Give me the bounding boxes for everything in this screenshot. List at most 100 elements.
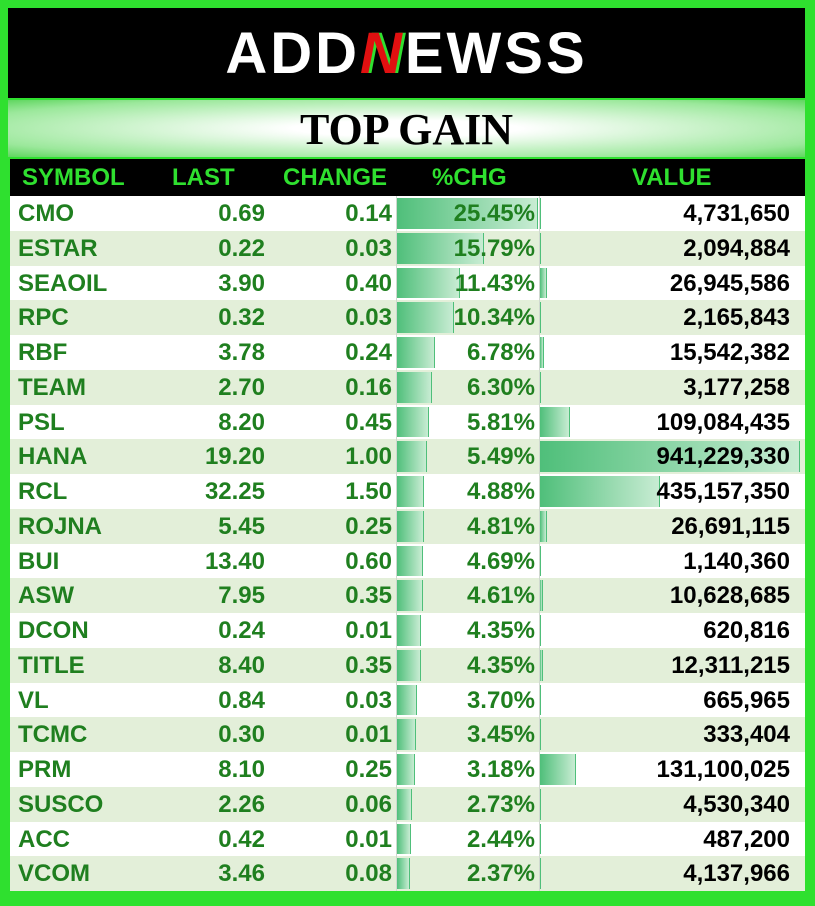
cell: 4,137,966 <box>683 860 790 888</box>
value-bar <box>540 337 545 368</box>
value-bar <box>540 649 544 681</box>
pct-bar <box>397 476 425 507</box>
cell: 6.78% <box>466 339 535 366</box>
pct-bar <box>397 510 424 542</box>
cell-divider <box>539 682 540 718</box>
pct-bar <box>397 198 538 229</box>
pct-bar <box>397 754 415 785</box>
cell-divider <box>396 300 397 335</box>
cell: 2.44% <box>466 825 535 853</box>
cell: RBF <box>18 339 68 366</box>
cell-divider <box>396 578 397 613</box>
cell: RPC <box>18 304 69 332</box>
cell: 0.16 <box>345 373 392 401</box>
cell: ROJNA <box>18 512 103 540</box>
cell-divider <box>539 369 540 405</box>
cell: 3.46 <box>218 860 265 888</box>
cell: 0.25 <box>345 512 392 540</box>
pct-bar <box>397 371 432 403</box>
cell: RCL <box>18 478 68 505</box>
pct-bar <box>397 615 422 646</box>
cell-divider <box>539 439 540 474</box>
cell: 665,965 <box>703 686 790 714</box>
cell: 0.35 <box>345 582 392 610</box>
cell: TITLE <box>18 651 85 679</box>
logo: ADD N EWSS <box>8 8 805 98</box>
cell: 3.78 <box>218 339 265 366</box>
cell: 620,816 <box>703 617 790 644</box>
cell-divider <box>539 335 540 370</box>
cell-divider <box>396 786 397 822</box>
cell: 0.24 <box>218 617 265 644</box>
cell: 0.24 <box>345 339 392 366</box>
cell: CMO <box>18 200 74 227</box>
cell: 4,731,650 <box>683 200 790 227</box>
cell: 0.01 <box>345 825 392 853</box>
cell: PRM <box>18 756 72 783</box>
pct-bar <box>397 302 455 333</box>
value-bar <box>540 754 577 785</box>
cell: BUI <box>18 547 60 575</box>
cell: 0.03 <box>345 686 392 714</box>
cell: 4,530,340 <box>683 790 790 818</box>
value-bar <box>540 476 661 507</box>
cell: 8.10 <box>218 756 265 783</box>
pct-bar <box>397 406 430 438</box>
cell: TEAM <box>18 373 86 401</box>
cell: 2.37% <box>466 860 535 888</box>
cell: 1.50 <box>345 478 392 505</box>
cell: 2,165,843 <box>683 304 790 332</box>
cell-divider <box>539 196 540 231</box>
cell-divider <box>396 613 397 648</box>
cell-divider <box>539 543 540 579</box>
pct-bar <box>397 337 435 368</box>
cell-divider <box>396 474 397 509</box>
cell: 3,177,258 <box>683 373 790 401</box>
cell: ESTAR <box>18 234 98 262</box>
cell-divider <box>396 682 397 718</box>
value-bar <box>540 406 571 438</box>
cell: 4.81% <box>466 512 535 540</box>
cell: 26,945,586 <box>669 269 790 297</box>
cell-divider <box>539 752 540 787</box>
cell: 12,311,215 <box>671 651 790 679</box>
cell-divider <box>539 647 540 683</box>
value-bar <box>540 788 542 820</box>
cell: 5.49% <box>466 443 535 471</box>
cell: 1.00 <box>345 443 392 471</box>
cell: 0.30 <box>218 721 265 749</box>
cell: 3.70% <box>466 686 535 714</box>
cell-divider <box>539 230 540 266</box>
cell-divider <box>396 752 397 787</box>
cell: 0.22 <box>218 234 265 262</box>
pct-bar <box>397 649 422 681</box>
cell: 0.45 <box>345 408 392 436</box>
cell: ASW <box>18 582 74 610</box>
pct-bar <box>397 788 413 820</box>
value-bar <box>540 302 541 333</box>
column-header: LAST <box>172 164 235 191</box>
value-bar <box>540 684 541 716</box>
cell: 3.45% <box>466 721 535 749</box>
cell: 2.73% <box>466 790 535 818</box>
cell-divider <box>539 300 540 335</box>
cell: 2,094,884 <box>683 234 790 262</box>
cell: 5.45 <box>218 512 265 540</box>
cell-divider <box>539 856 540 891</box>
pct-bar <box>397 823 411 855</box>
logo-part: EWSS <box>404 20 588 86</box>
cell: 11.43% <box>454 269 535 297</box>
pct-bar <box>397 232 485 264</box>
cell: 0.03 <box>345 234 392 262</box>
column-header: %CHG <box>432 164 507 191</box>
cell-divider <box>539 717 540 752</box>
cell-divider <box>396 647 397 683</box>
cell-divider <box>539 786 540 822</box>
cell: 0.69 <box>218 200 265 227</box>
cell: PSL <box>18 408 65 436</box>
cell: 0.84 <box>218 686 265 714</box>
pct-bar <box>397 580 423 611</box>
cell: SEAOIL <box>18 269 108 297</box>
cell-divider <box>396 543 397 579</box>
value-bar <box>540 510 548 542</box>
